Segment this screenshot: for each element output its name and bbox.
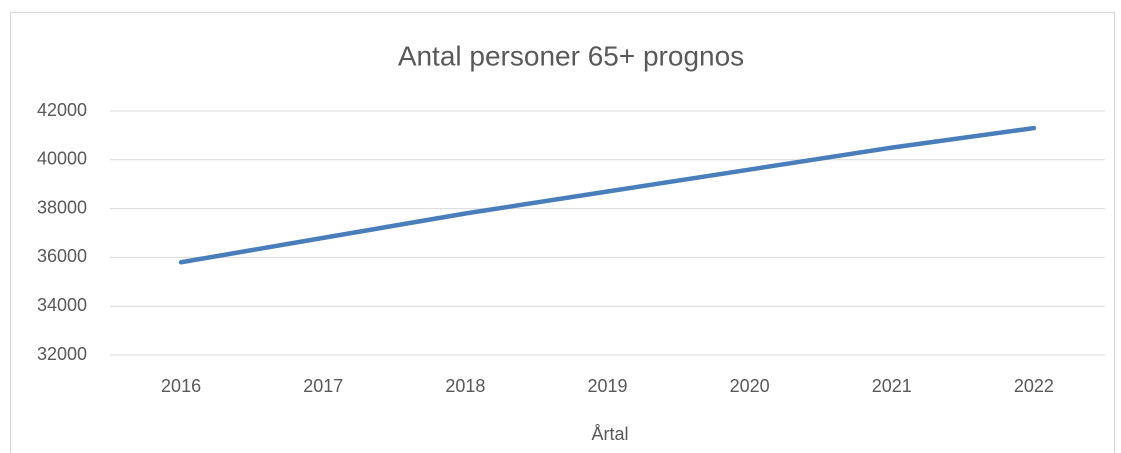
chart-title: Antal personer 65+ prognos [398, 40, 744, 71]
x-tick-label: 2022 [1014, 376, 1054, 396]
y-tick-label: 40000 [37, 149, 87, 169]
x-tick-label: 2018 [445, 376, 485, 396]
x-tick-label: 2021 [872, 376, 912, 396]
y-tick-label: 34000 [37, 295, 87, 315]
chart-frame [10, 12, 1115, 453]
data-line [178, 125, 1037, 265]
y-tick-label: 42000 [37, 100, 87, 120]
y-tick-label: 38000 [37, 197, 87, 217]
x-tick-label: 2019 [587, 376, 627, 396]
y-tick-label: 32000 [37, 344, 87, 364]
x-axis-title: Årtal [591, 424, 628, 444]
x-tick-label: 2016 [161, 376, 201, 396]
x-tick-label: 2017 [303, 376, 343, 396]
x-tick-label: 2020 [730, 376, 770, 396]
y-tick-label: 36000 [37, 246, 87, 266]
